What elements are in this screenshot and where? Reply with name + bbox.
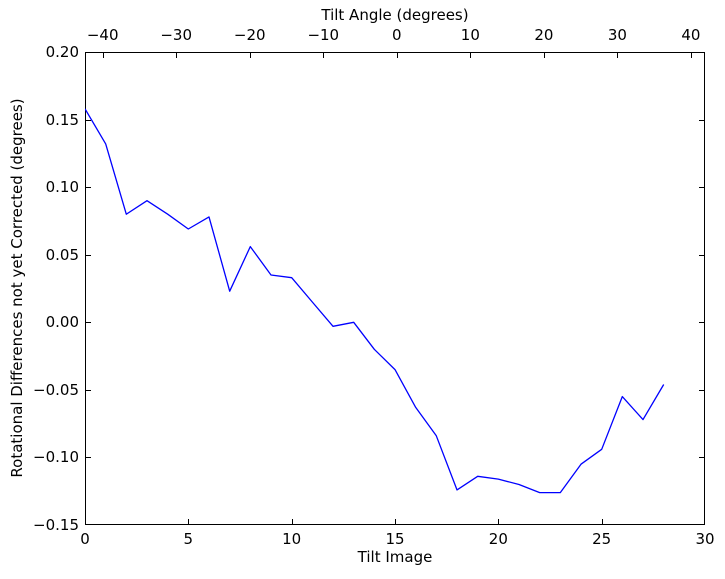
top-tick-label: −40 [86,26,119,44]
top-tick-label: 0 [392,26,402,44]
top-tick-label: 20 [534,26,554,44]
x-tick-label: 5 [183,530,194,548]
x-axis-title: Tilt Image [357,548,433,566]
top-axis-title: Tilt Angle (degrees) [321,6,469,24]
y-axis-title: Rotational Differences not yet Corrected… [8,98,26,478]
top-tick-label: −20 [233,26,266,44]
y-tick-label: −0.05 [33,380,79,399]
y-tick-label: 0.20 [45,43,79,61]
data-line-rotational_difference [84,108,665,494]
top-tick-label: 10 [460,26,480,44]
x-tick-label: 25 [592,530,612,548]
y-tick-label: −0.10 [33,448,79,467]
y-tick-label: 0.15 [45,110,79,129]
x-tick-label: 15 [385,530,405,548]
y-tick-label: 0.00 [45,313,79,332]
plot-area [84,52,706,526]
top-tick-label: 30 [607,26,627,44]
x-tick-label: 0 [80,530,90,548]
x-tick-label: 10 [282,530,302,548]
axes-frame [85,52,705,525]
y-tick-label: −0.15 [33,516,79,534]
x-tick-label: 30 [695,530,715,548]
top-tick-label: −10 [307,26,340,44]
x-tick-label: 20 [488,530,508,548]
y-tick-label: 0.10 [45,178,79,197]
chart-svg [84,52,706,526]
top-tick-label: 40 [681,26,701,44]
top-tick-label: −30 [160,26,193,44]
y-tick-label: 0.05 [45,245,79,264]
